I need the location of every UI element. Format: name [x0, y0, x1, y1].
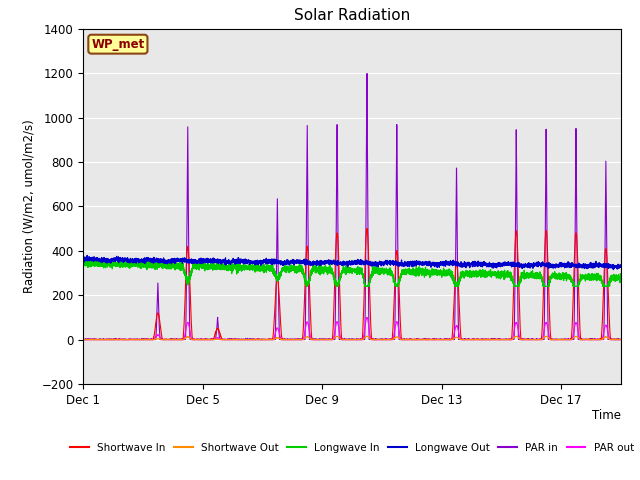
PAR in — [79, 337, 87, 343]
PAR in — [232, 336, 240, 342]
Shortwave In — [259, 337, 267, 343]
Longwave In — [79, 258, 87, 264]
Shortwave Out — [232, 336, 240, 342]
Line: Shortwave Out: Shortwave Out — [83, 336, 640, 340]
Shortwave Out — [214, 336, 221, 342]
Shortwave In — [79, 337, 87, 343]
PAR in — [363, 71, 371, 76]
Longwave Out — [232, 259, 240, 264]
Shortwave Out — [348, 337, 355, 343]
Shortwave In — [232, 336, 240, 342]
Line: Longwave In: Longwave In — [83, 259, 640, 286]
Longwave In — [348, 265, 355, 271]
PAR out — [348, 337, 355, 343]
Text: Time: Time — [592, 409, 621, 422]
PAR out — [259, 337, 267, 343]
Line: PAR out: PAR out — [83, 318, 640, 340]
Title: Solar Radiation: Solar Radiation — [294, 9, 410, 24]
Longwave Out — [353, 261, 360, 267]
Longwave In — [353, 269, 360, 275]
Longwave In — [590, 275, 598, 281]
PAR in — [590, 336, 598, 342]
Longwave In — [86, 256, 94, 262]
Line: PAR in: PAR in — [83, 73, 640, 340]
Shortwave In — [214, 325, 221, 331]
Longwave In — [259, 264, 267, 270]
Longwave Out — [214, 259, 221, 265]
Y-axis label: Radiation (W/m2, umol/m2/s): Radiation (W/m2, umol/m2/s) — [23, 120, 36, 293]
Legend: Shortwave In, Shortwave Out, Longwave In, Longwave Out, PAR in, PAR out: Shortwave In, Shortwave Out, Longwave In… — [66, 439, 638, 457]
Shortwave Out — [79, 337, 87, 343]
Shortwave Out — [352, 336, 360, 342]
PAR in — [214, 319, 221, 324]
Longwave In — [303, 283, 311, 289]
Shortwave In — [348, 337, 355, 343]
PAR out — [232, 336, 240, 342]
Longwave Out — [259, 261, 267, 266]
PAR in — [79, 336, 87, 342]
Longwave Out — [590, 260, 598, 266]
Line: Shortwave In: Shortwave In — [83, 228, 640, 340]
PAR out — [79, 337, 87, 343]
Longwave Out — [83, 252, 91, 258]
PAR out — [353, 336, 360, 342]
PAR in — [353, 337, 360, 343]
PAR out — [590, 336, 598, 342]
Shortwave Out — [590, 337, 598, 343]
PAR out — [214, 335, 221, 341]
Longwave In — [232, 263, 240, 269]
PAR out — [79, 336, 87, 342]
PAR out — [363, 315, 371, 321]
Longwave Out — [639, 268, 640, 274]
Shortwave Out — [259, 336, 266, 342]
Longwave In — [214, 263, 221, 269]
Line: Longwave Out: Longwave Out — [83, 255, 640, 271]
PAR in — [348, 337, 355, 343]
Shortwave In — [79, 336, 87, 342]
PAR in — [259, 336, 267, 342]
Shortwave In — [590, 337, 598, 343]
Text: WP_met: WP_met — [92, 37, 145, 51]
Longwave Out — [348, 261, 355, 266]
Shortwave In — [353, 337, 360, 343]
Shortwave Out — [572, 333, 580, 339]
Shortwave In — [363, 226, 371, 231]
Longwave Out — [79, 257, 87, 263]
